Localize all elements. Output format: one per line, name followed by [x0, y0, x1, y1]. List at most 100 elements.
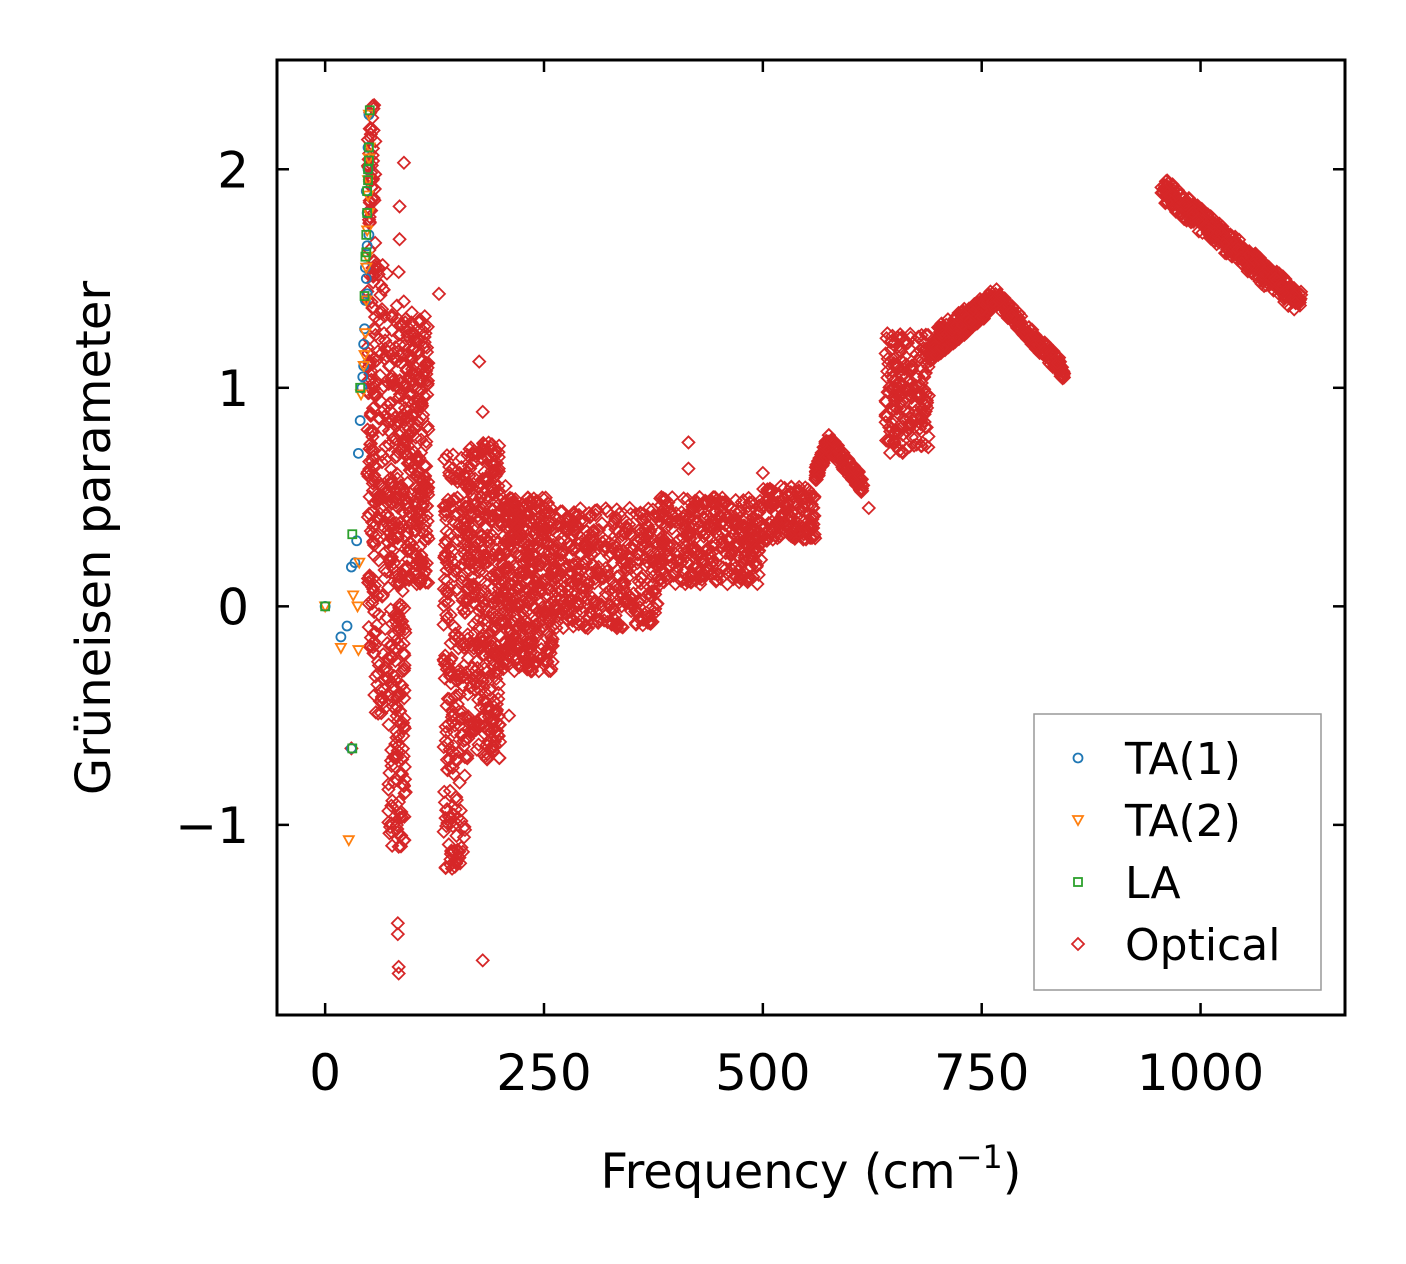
optical-point — [448, 802, 463, 817]
optical-point — [367, 235, 383, 251]
optical-point — [445, 447, 461, 462]
optical-point — [656, 574, 672, 590]
legend-label: TA(1) — [1124, 734, 1241, 785]
optical-point — [436, 598, 452, 614]
optical-point — [414, 383, 429, 398]
optical-point — [471, 564, 487, 580]
optical-point — [439, 662, 455, 677]
optical-point — [497, 634, 512, 650]
optical-point — [678, 576, 693, 592]
optical-point — [391, 343, 406, 359]
optical-point — [901, 405, 916, 421]
optical-point — [438, 533, 454, 548]
optical-point — [367, 625, 382, 640]
optical-point — [403, 353, 419, 369]
ta2-point — [354, 389, 368, 402]
optical-point — [886, 399, 902, 414]
optical-point — [1026, 338, 1042, 354]
optical-point — [461, 458, 477, 474]
optical-point — [798, 522, 813, 537]
optical-point — [777, 480, 792, 496]
optical-point — [520, 490, 536, 505]
optical-point — [1017, 325, 1033, 340]
optical-point — [706, 566, 722, 581]
optical-point — [1015, 319, 1031, 335]
optical-point — [501, 708, 517, 723]
optical-point — [397, 809, 412, 825]
optical-point — [1219, 246, 1234, 261]
optical-point — [719, 532, 735, 547]
optical-point — [470, 545, 486, 561]
ta2-point — [351, 601, 365, 614]
y-tick-label: −1 — [175, 797, 249, 855]
optical-point — [516, 646, 531, 661]
optical-point — [844, 472, 860, 487]
legend-item: TA(1) — [1072, 734, 1241, 785]
optical-point — [367, 637, 383, 653]
optical-point — [383, 674, 399, 690]
optical-point — [479, 752, 495, 767]
optical-point — [536, 535, 551, 551]
optical-point — [545, 632, 560, 647]
ta2-point — [351, 645, 365, 657]
optical-point — [1168, 204, 1184, 220]
optical-point — [415, 411, 430, 427]
optical-point — [718, 545, 733, 561]
optical-point — [438, 545, 454, 561]
optical-point — [449, 828, 464, 844]
optical-point — [383, 461, 399, 477]
optical-point — [651, 508, 667, 523]
optical-point — [607, 514, 622, 530]
optical-point — [390, 353, 405, 369]
optical-point — [899, 424, 915, 439]
optical-point — [622, 556, 638, 571]
optical-point — [384, 322, 400, 338]
optical-point — [895, 427, 911, 443]
optical-point — [893, 436, 908, 451]
optical-point — [804, 497, 819, 512]
optical-point — [759, 484, 775, 499]
optical-point — [478, 474, 494, 489]
optical-point — [391, 966, 406, 981]
optical-point — [579, 581, 594, 596]
optical-point — [885, 328, 900, 344]
optical-point — [446, 563, 462, 578]
optical-point — [830, 438, 846, 453]
optical-point — [490, 727, 506, 743]
optical-point — [676, 511, 691, 526]
optical-point — [507, 609, 523, 624]
optical-point — [509, 652, 525, 668]
optical-point — [384, 307, 400, 323]
optical-point — [846, 460, 861, 476]
optical-point — [769, 514, 784, 530]
optical-point — [609, 502, 625, 517]
optical-point — [490, 691, 506, 707]
optical-point — [914, 438, 929, 454]
optical-point — [1027, 327, 1043, 343]
optical-point — [468, 448, 484, 464]
ta2-point — [359, 262, 373, 275]
optical-point — [925, 346, 940, 362]
optical-point — [400, 475, 415, 491]
optical-point — [408, 558, 424, 573]
optical-point — [609, 616, 625, 632]
optical-point — [381, 518, 396, 534]
optical-point — [466, 443, 482, 459]
la-point — [363, 175, 373, 186]
optical-point — [396, 294, 412, 309]
optical-point — [545, 561, 561, 576]
optical-point — [892, 389, 907, 405]
optical-point — [501, 600, 516, 616]
optical-point — [364, 110, 380, 126]
axis-ticks: 0 250 500 750 1000 −1 0 1 2 — [175, 60, 1345, 1102]
optical-point — [520, 497, 535, 512]
optical-point — [402, 499, 418, 515]
optical-point — [492, 734, 508, 750]
optical-point — [546, 594, 562, 610]
optical-point — [536, 653, 552, 669]
optical-point — [941, 336, 957, 352]
optical-point — [366, 535, 381, 550]
la-point — [361, 229, 372, 240]
optical-point — [835, 453, 850, 468]
optical-point — [810, 453, 826, 469]
